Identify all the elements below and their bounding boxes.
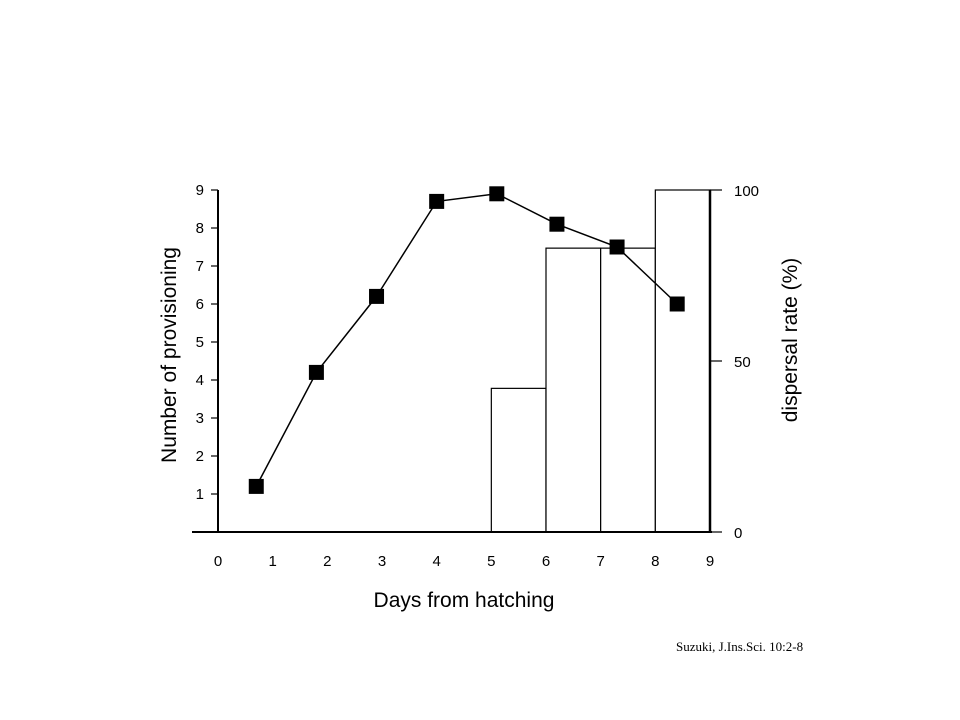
line-series-layer [248,186,685,494]
provisioning-point [609,239,625,255]
left-tick-label: 6 [196,296,204,313]
dispersal-bar-3 [600,247,656,533]
provisioning-line [255,193,678,487]
dispersal-bar-4 [654,189,711,533]
x-tick-label: 7 [596,553,604,570]
right-tick-label: 50 [734,354,751,371]
x-tick-label: 3 [378,553,386,570]
right-tick-label: 100 [734,183,759,200]
provisioning-point [308,364,324,380]
x-tick-label: 0 [214,553,222,570]
axes-layer [192,189,722,533]
x-axis-title: Days from hatching [374,589,555,612]
left-tick-label: 2 [196,448,204,465]
tick-labels-layer: 1 2 3 4 5 6 7 8 9 0 50 100 0 1 2 3 4 5 6 7 8 9 [196,182,759,570]
dispersal-bar-2 [545,247,602,533]
left-tick-label: 8 [196,220,204,237]
right-y-axis-title: dispersal rate (%) [779,258,802,423]
provisioning-point [248,478,264,494]
x-tick-label: 9 [706,553,714,570]
provisioning-point [429,193,445,209]
left-y-axis-title: Number of provisioning [158,247,181,463]
right-tick-label: 0 [734,525,742,542]
left-tick-label: 9 [196,182,204,199]
left-tick-label: 7 [196,258,204,275]
x-tick-label: 2 [323,553,331,570]
x-tick-label: 6 [542,553,550,570]
left-tick-label: 1 [196,486,204,503]
x-tick-label: 4 [432,553,440,570]
left-tick-label: 3 [196,410,204,427]
provisioning-point [549,216,565,232]
citation: Suzuki, J.Ins.Sci. 10:2-8 [676,639,804,654]
left-tick-label: 4 [196,372,204,389]
left-tick-label: 5 [196,334,204,351]
dispersal-bar-1 [490,387,547,533]
provisioning-point [669,296,685,312]
x-tick-label: 5 [487,553,495,570]
bars-layer [490,189,711,533]
provisioning-point [489,186,505,202]
x-tick-label: 8 [651,553,659,570]
x-tick-label: 1 [268,553,276,570]
provisioning-point [369,288,385,304]
